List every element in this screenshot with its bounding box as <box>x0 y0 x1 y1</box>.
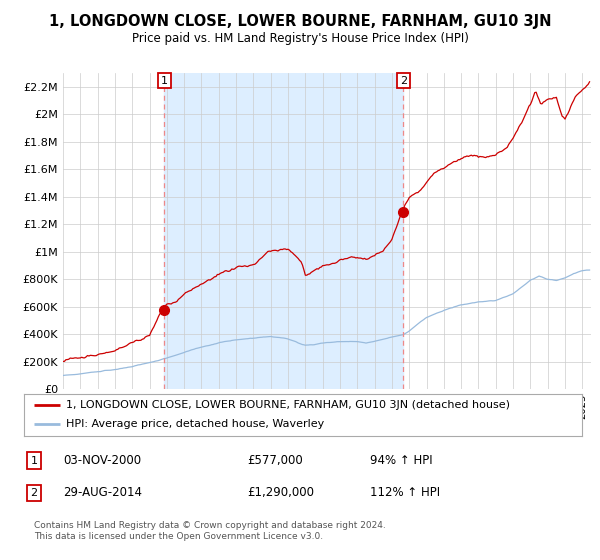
Text: 94% ↑ HPI: 94% ↑ HPI <box>370 454 433 467</box>
Text: £1,290,000: £1,290,000 <box>247 486 314 500</box>
Text: 03-NOV-2000: 03-NOV-2000 <box>63 454 141 467</box>
Text: 2: 2 <box>400 76 407 86</box>
Text: 1, LONGDOWN CLOSE, LOWER BOURNE, FARNHAM, GU10 3JN (detached house): 1, LONGDOWN CLOSE, LOWER BOURNE, FARNHAM… <box>66 400 510 410</box>
Text: 112% ↑ HPI: 112% ↑ HPI <box>370 486 440 500</box>
Text: HPI: Average price, detached house, Waverley: HPI: Average price, detached house, Wave… <box>66 419 324 430</box>
Text: 1: 1 <box>161 76 168 86</box>
Text: 2: 2 <box>31 488 38 498</box>
Text: 1, LONGDOWN CLOSE, LOWER BOURNE, FARNHAM, GU10 3JN: 1, LONGDOWN CLOSE, LOWER BOURNE, FARNHAM… <box>49 14 551 29</box>
Text: 1: 1 <box>31 455 38 465</box>
Text: 29-AUG-2014: 29-AUG-2014 <box>63 486 142 500</box>
Text: £577,000: £577,000 <box>247 454 303 467</box>
Text: Price paid vs. HM Land Registry's House Price Index (HPI): Price paid vs. HM Land Registry's House … <box>131 32 469 45</box>
Text: Contains HM Land Registry data © Crown copyright and database right 2024.
This d: Contains HM Land Registry data © Crown c… <box>34 521 386 541</box>
Bar <box>164 73 403 389</box>
